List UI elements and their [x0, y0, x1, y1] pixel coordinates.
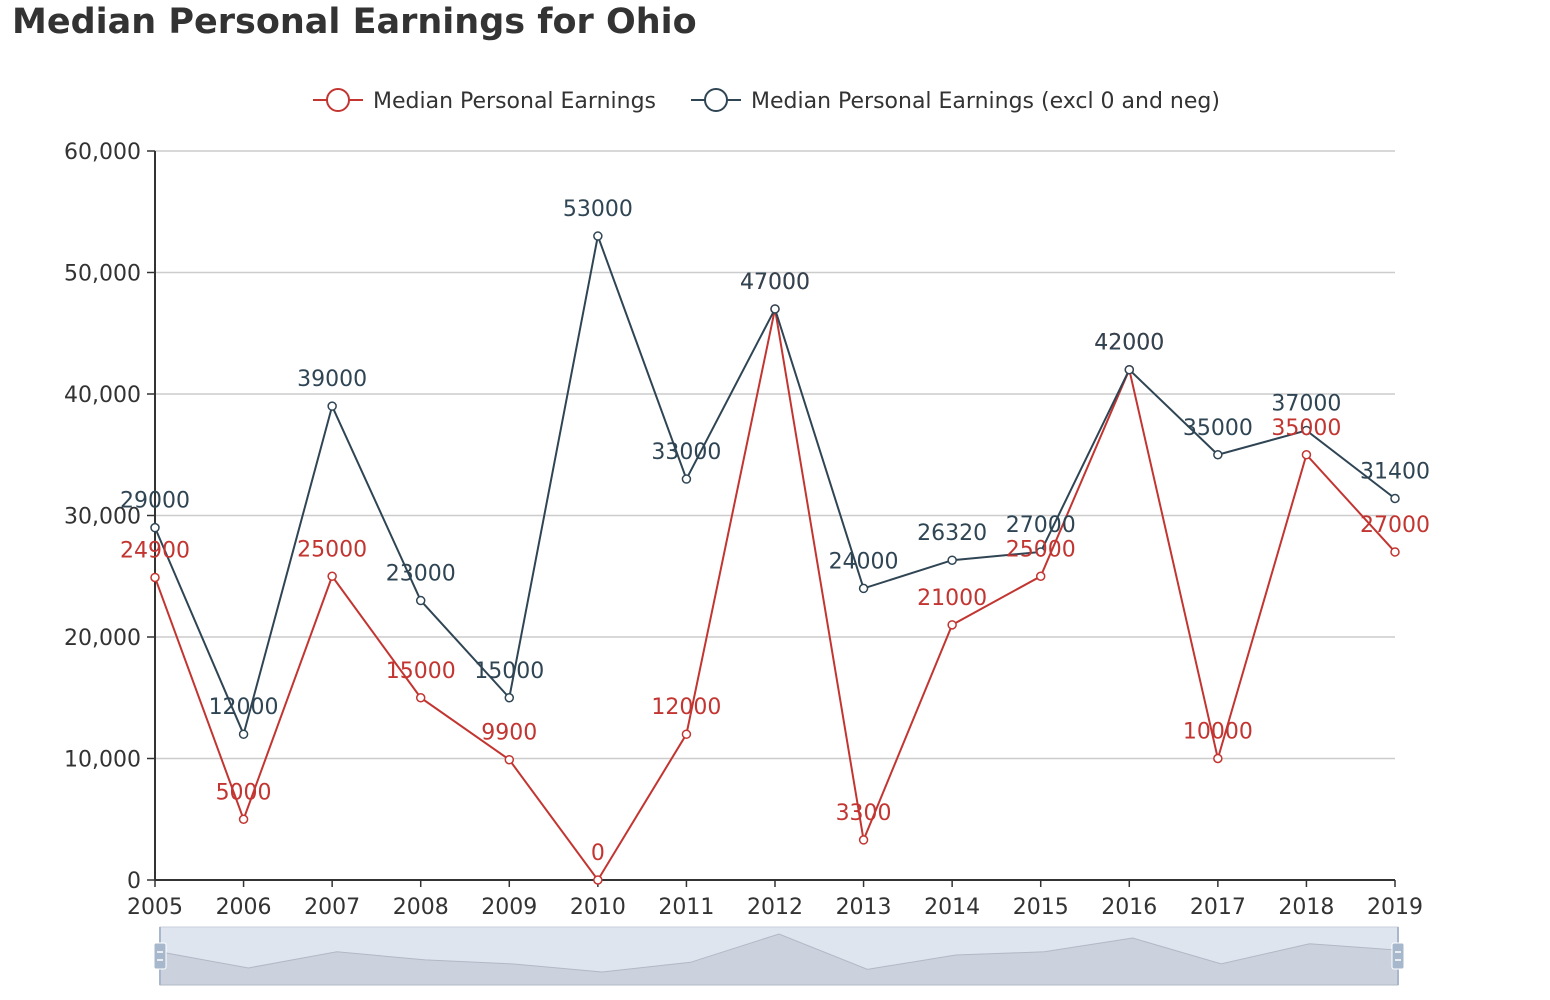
legend-label: Median Personal Earnings (excl 0 and neg… [751, 89, 1220, 114]
data-point[interactable] [593, 875, 603, 885]
legend-item-2[interactable]: Median Personal Earnings (excl 0 and neg… [691, 88, 1220, 114]
data-label: 42000 [1094, 331, 1164, 356]
data-label: 31400 [1360, 459, 1430, 484]
data-label: 15000 [474, 659, 544, 684]
data-label: 53000 [563, 197, 633, 222]
data-label: 35000 [1271, 416, 1341, 441]
data-label: 24900 [120, 538, 190, 563]
zoom-preview-area [159, 933, 1399, 986]
data-point[interactable] [1035, 547, 1046, 557]
x-tick-label: 2007 [304, 895, 360, 920]
data-point[interactable] [681, 729, 692, 739]
data-point[interactable] [1035, 571, 1046, 581]
data-label: 27000 [1360, 513, 1430, 538]
zoom-handle-left[interactable] [153, 927, 167, 985]
x-tick-label: 2015 [1013, 895, 1069, 920]
data-point[interactable] [150, 522, 160, 533]
x-tick-label: 2014 [924, 895, 980, 920]
legend-marker [326, 88, 350, 112]
x-tick-label: 2010 [570, 895, 626, 920]
data-label: 25000 [297, 537, 367, 562]
data-label: 10000 [1183, 720, 1253, 745]
data-point[interactable] [1213, 450, 1223, 460]
data-point[interactable] [593, 231, 603, 241]
data-labels: 24900 5000 25000 15000 9900 0 12000 47000 3300 21… [120, 197, 1430, 866]
legend-marker [704, 88, 728, 112]
data-point[interactable] [1301, 425, 1312, 436]
series-lines [150, 231, 1400, 885]
y-tick-label: 50,000 [64, 262, 141, 287]
y-tick-label: 0 [127, 869, 141, 894]
grid-lines [155, 150, 1395, 760]
data-point[interactable] [327, 401, 337, 411]
data-label: 21000 [917, 586, 987, 611]
data-label: 9900 [481, 721, 537, 746]
data-label: 3300 [836, 801, 892, 826]
data-label: 24000 [829, 549, 899, 574]
data-point[interactable] [415, 693, 426, 703]
data-label: 5000 [216, 780, 272, 805]
x-tick-label: 2016 [1101, 895, 1157, 920]
data-point[interactable] [770, 304, 780, 314]
x-tick-label: 2012 [747, 895, 803, 920]
data-label: 47000 [740, 270, 810, 295]
data-label: 35000 [1183, 416, 1253, 441]
data-point[interactable] [1390, 547, 1400, 557]
x-tick-label: 2008 [393, 895, 449, 920]
data-label: 25000 [1006, 537, 1076, 562]
data-point[interactable] [504, 693, 515, 703]
data-label: 15000 [386, 659, 456, 684]
data-point[interactable] [947, 555, 957, 565]
data-point[interactable] [1301, 450, 1312, 460]
data-point[interactable] [1390, 493, 1400, 504]
zoom-handle-right[interactable] [1391, 927, 1405, 985]
data-label: 39000 [297, 367, 367, 392]
data-point[interactable] [238, 729, 249, 739]
data-point[interactable] [858, 835, 869, 845]
data-point[interactable] [504, 754, 515, 765]
data-label: 12000 [651, 695, 721, 720]
y-tick-label: 10,000 [64, 748, 141, 773]
x-tick-label: 2009 [481, 895, 537, 920]
data-point[interactable] [1124, 364, 1135, 375]
data-label: 23000 [386, 562, 456, 587]
data-zoom-slider[interactable] [153, 926, 1405, 986]
x-tick-label: 2011 [658, 895, 714, 920]
data-point[interactable] [327, 571, 337, 581]
legend-label: Median Personal Earnings [373, 89, 656, 114]
data-point[interactable] [1213, 753, 1223, 764]
axes: 0 10,000 20,000 30,000 40,000 50,000 60,000 200… [64, 140, 1423, 920]
data-point[interactable] [415, 595, 426, 606]
data-point[interactable] [858, 583, 869, 594]
y-tick-label: 60,000 [64, 140, 141, 165]
data-label: 12000 [209, 695, 279, 720]
data-label: 26320 [917, 521, 987, 546]
data-point[interactable] [150, 572, 160, 583]
y-tick-label: 40,000 [64, 383, 141, 408]
y-tick-label: 30,000 [64, 505, 141, 530]
x-tick-label: 2005 [127, 895, 183, 920]
y-tick-label: 20,000 [64, 626, 141, 651]
data-point[interactable] [238, 814, 249, 824]
data-label: 33000 [651, 440, 721, 465]
zoom-handle-grip[interactable] [1391, 942, 1405, 970]
chart-title: Median Personal Earnings for Ohio [12, 2, 697, 42]
x-tick-label: 2006 [216, 895, 272, 920]
legend-item-1[interactable]: Median Personal Earnings [313, 88, 656, 114]
x-tick-label: 2019 [1367, 895, 1423, 920]
data-label: 42000 [1094, 331, 1164, 356]
data-label: 0 [591, 841, 605, 866]
data-point[interactable] [947, 620, 957, 630]
x-tick-label: 2013 [836, 895, 892, 920]
x-tick-label: 2018 [1278, 895, 1334, 920]
data-label: 37000 [1271, 391, 1341, 416]
data-label: 27000 [1006, 513, 1076, 538]
data-point[interactable] [681, 474, 692, 484]
data-label: 29000 [120, 489, 190, 514]
x-tick-label: 2017 [1190, 895, 1246, 920]
data-label: 47000 [740, 270, 810, 295]
legend[interactable]: Median Personal Earnings Median Personal … [313, 88, 1220, 114]
zoom-handle-grip[interactable] [153, 942, 167, 970]
